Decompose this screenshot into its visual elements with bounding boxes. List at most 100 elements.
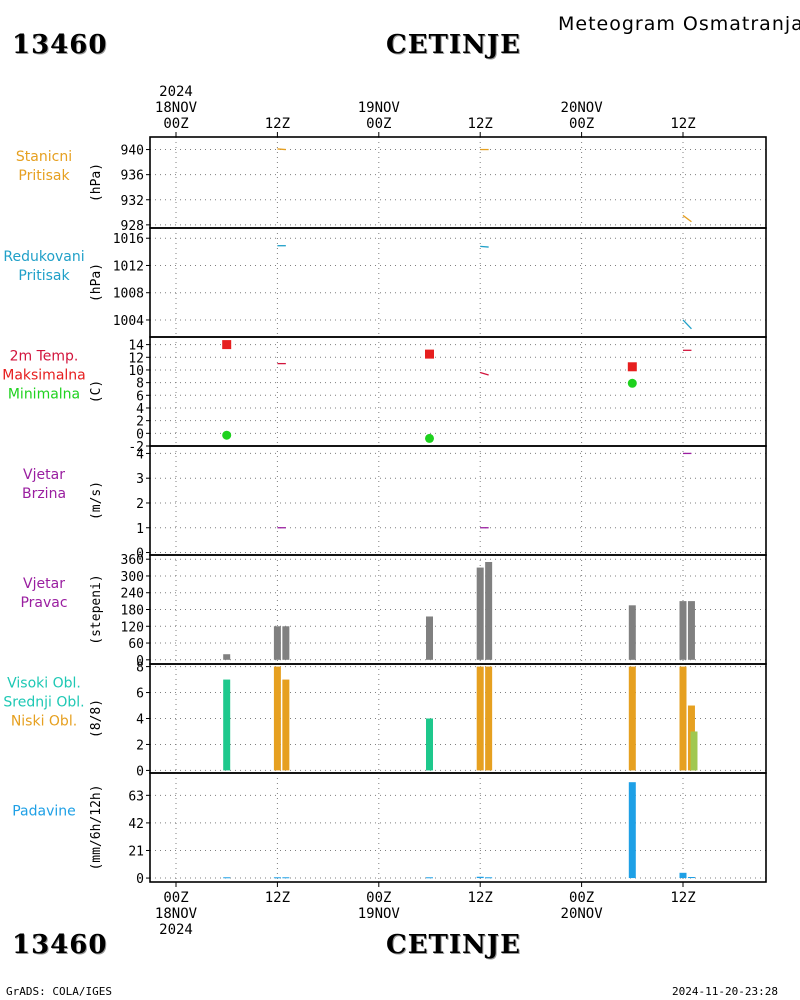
time-label-bottom: 20NOV [561,906,604,922]
series-line [480,371,489,376]
panel-label: Padavine [12,804,76,820]
bar [628,605,636,660]
y-tick-label: 2 [136,497,144,512]
station-name-bottom: CETINJE [386,930,521,960]
y-tick-label: 12 [128,351,144,366]
time-label-top: 18NOV [155,100,198,116]
bar [223,877,231,879]
y-tick-label: 1 [136,522,144,537]
y-tick-label: 1016 [113,232,144,247]
y-tick-label: 2 [136,415,144,430]
y-axis-label: (mm/6h/12h) [89,784,104,870]
panel-frame [149,136,767,229]
station-name-top: CETINJE [386,30,521,60]
time-label-top: 12Z [670,116,695,132]
bar [273,666,281,771]
y-tick-label: 60 [128,637,144,652]
y-tick-label: 21 [128,844,144,859]
credits: GrADS: COLA/IGES [6,985,112,998]
time-label-bottom: 12Z [265,890,290,906]
bar [282,877,290,879]
panel-label: Stanicni [16,149,72,165]
y-tick-label: 6 [136,687,144,702]
bar [485,561,493,660]
bar [273,877,281,879]
time-label-bottom: 00Z [163,890,188,906]
y-tick-label: 1004 [113,314,144,329]
y-tick-label: 0 [136,547,144,562]
min-temp-marker [222,430,232,440]
panel-label: Pritisak [18,268,70,284]
y-tick-label: 300 [121,570,144,585]
time-label-bottom: 12Z [670,890,695,906]
time-label-bottom: 12Z [468,890,493,906]
time-label-bottom: 19NOV [358,906,401,922]
bar [476,876,484,879]
time-label-bottom: 00Z [366,890,391,906]
max-temp-marker [425,349,434,359]
bar [223,654,231,660]
panel-frame [149,554,767,665]
y-axis-label: (m/s) [89,481,104,520]
y-tick-label: -2 [128,440,144,455]
panel-frame [149,336,767,447]
panel-label: Brzina [22,486,66,502]
y-axis-label: (hPa) [89,163,104,202]
panel-label: 2m Temp. [10,349,79,365]
y-tick-label: 6 [136,389,144,404]
y-tick-label: 932 [121,194,144,209]
y-tick-label: 3 [136,472,144,487]
bar [223,679,231,771]
y-tick-label: 360 [121,553,144,568]
max-temp-marker [627,362,637,372]
time-label-top: 00Z [569,116,594,132]
y-tick-label: 180 [121,604,144,619]
panel-label: Vjetar [23,467,65,483]
y-tick-label: 940 [121,144,144,159]
y-tick-label: 936 [121,169,144,184]
bar [679,872,687,879]
time-label-top: 19NOV [358,100,401,116]
y-tick-label: 240 [121,587,144,602]
panel-label: Pritisak [18,168,70,184]
y-tick-label: 42 [128,817,144,832]
series-line [682,214,692,223]
y-axis-label: (C) [89,380,104,403]
bar [690,731,698,771]
panel-label: Srednji Obl. [3,695,84,711]
bar [485,877,493,879]
y-tick-label: 10 [128,364,144,379]
panel-label: Maksimalna [2,368,86,384]
bar [687,601,695,660]
y-tick-label: 4 [136,402,144,417]
y-tick-label: 2 [136,738,144,753]
station-id-bottom: 13460 [12,930,108,960]
panel-label: Redukovani [3,249,84,265]
bar [273,626,281,660]
station-id-top: 13460 [12,30,108,60]
time-label-top: 12Z [265,116,290,132]
y-tick-label: 120 [121,620,144,635]
y-tick-label: 928 [121,219,144,234]
time-label-top: 00Z [163,116,188,132]
bar [687,877,695,879]
time-label-top: 00Z [366,116,391,132]
y-axis-label: (8/8) [89,699,104,738]
time-label-bottom: 2024 [159,922,193,938]
bar [679,601,687,660]
bar [628,666,636,771]
panel-frame [149,663,767,774]
time-label-top: 20NOV [561,100,604,116]
y-tick-label: 8 [136,661,144,676]
y-tick-label: 0 [136,872,144,887]
panel-frame [149,227,767,338]
panel-label: Visoki Obl. [7,676,81,692]
y-tick-label: 4 [136,447,144,462]
bar [485,666,493,771]
time-label-bottom: 18NOV [155,906,198,922]
y-axis-label: (hPa) [89,263,104,302]
time-label-top: 2024 [159,84,193,100]
bar [282,626,290,660]
time-label-top: 12Z [468,116,493,132]
min-temp-marker [627,378,637,388]
